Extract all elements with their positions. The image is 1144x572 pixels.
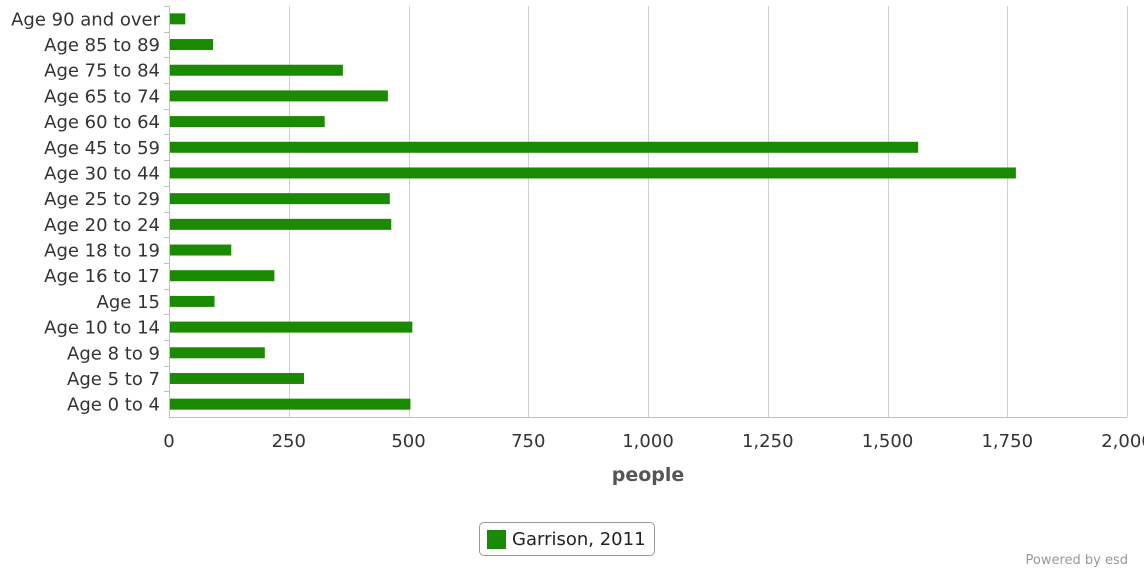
category-label: Age 10 to 14 — [44, 318, 160, 339]
x-tick-label: 1,250 — [742, 431, 794, 452]
legend-swatch — [487, 529, 506, 549]
category-label: Age 75 to 84 — [44, 61, 160, 82]
bars — [170, 13, 1016, 410]
bar[interactable] — [170, 39, 214, 51]
bar[interactable] — [170, 218, 392, 230]
category-label: Age 16 to 17 — [44, 266, 160, 287]
legend[interactable]: Garrison, 2011 — [479, 522, 655, 556]
bar[interactable] — [170, 167, 1016, 179]
bar[interactable] — [170, 270, 275, 282]
category-label: Age 15 — [97, 292, 160, 313]
bar[interactable] — [170, 90, 388, 102]
category-label: Age 65 to 74 — [44, 86, 160, 107]
x-tick-label: 1,000 — [622, 431, 674, 452]
category-label: Age 5 to 7 — [67, 369, 160, 390]
bar[interactable] — [170, 244, 232, 256]
category-label: Age 30 to 44 — [44, 163, 160, 184]
bar[interactable] — [170, 13, 186, 25]
bar[interactable] — [170, 295, 215, 307]
x-tick-label: 250 — [272, 431, 306, 452]
category-labels: Age 90 and over Age 85 to 89 Age 75 to 84 A… — [11, 9, 160, 415]
x-tick-labels: 0 250 500 750 1,000 1,250 1,500 1,750 2,000 — [163, 431, 1144, 452]
legend-label: Garrison, 2011 — [512, 528, 646, 550]
category-label: Age 25 to 29 — [44, 189, 160, 210]
category-label: Age 60 to 64 — [44, 112, 160, 133]
x-axis-title: people — [612, 464, 685, 486]
x-tick-label: 1,750 — [981, 431, 1033, 452]
bar[interactable] — [170, 321, 413, 333]
category-label: Age 45 to 59 — [44, 138, 160, 159]
bar[interactable] — [170, 116, 325, 128]
category-label: Age 90 and over — [11, 9, 160, 30]
bar[interactable] — [170, 193, 390, 205]
x-tick-label: 1,500 — [862, 431, 914, 452]
category-label: Age 85 to 89 — [44, 35, 160, 56]
category-label: Age 0 to 4 — [67, 395, 160, 416]
powered-by-credit[interactable]: Powered by esd — [1025, 553, 1128, 568]
x-tick-label: 500 — [391, 431, 425, 452]
x-tick-label: 2,000 — [1101, 431, 1144, 452]
bar[interactable] — [170, 141, 919, 153]
bar[interactable] — [170, 347, 265, 359]
category-label: Age 8 to 9 — [67, 343, 160, 364]
bar[interactable] — [170, 372, 305, 384]
x-tick-label: 0 — [163, 431, 174, 452]
category-label: Age 20 to 24 — [44, 215, 160, 236]
axes — [164, 6, 1127, 418]
x-tick-label: 750 — [511, 431, 545, 452]
category-label: Age 18 to 19 — [44, 241, 160, 262]
bar[interactable] — [170, 398, 411, 410]
gridlines — [289, 6, 1128, 417]
bar[interactable] — [170, 64, 343, 76]
